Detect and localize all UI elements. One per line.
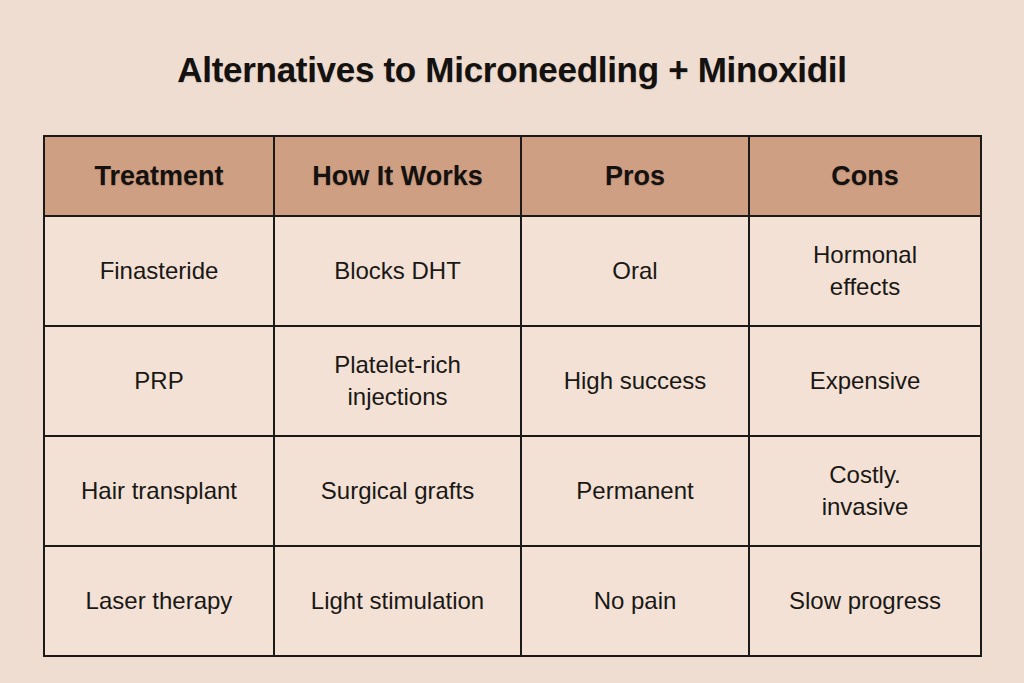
cell-how: Platelet-rich injections [274, 326, 521, 436]
table-row-hair-transplant: Hair transplant Surgical grafts Permanen… [44, 436, 981, 546]
cell-cons: Expensive [749, 326, 981, 436]
cell-cons: Hormonal effects [749, 216, 981, 326]
cell-how: Light stimulation [274, 546, 521, 656]
table-row-laser-therapy: Laser therapy Light stimulation No pain … [44, 546, 981, 656]
table-header-row: Treatment How It Works Pros Cons [44, 136, 981, 216]
cell-cons: Slow progress [749, 546, 981, 656]
header-cell-treatment: Treatment [44, 136, 274, 216]
table-row-finasteride: Finasteride Blocks DHT Oral Hormonal eff… [44, 216, 981, 326]
cell-treatment: Finasteride [44, 216, 274, 326]
table-row-prp: PRP Platelet-rich injections High succes… [44, 326, 981, 436]
cell-how: Blocks DHT [274, 216, 521, 326]
cell-cons: Costly. invasive [749, 436, 981, 546]
cell-treatment: Hair transplant [44, 436, 274, 546]
cell-pros: Oral [521, 216, 749, 326]
header-cell-pros: Pros [521, 136, 749, 216]
alternatives-table: Treatment How It Works Pros Cons Finaste… [43, 135, 982, 657]
cell-pros: Permanent [521, 436, 749, 546]
cell-pros: High success [521, 326, 749, 436]
header-cell-how-it-works: How It Works [274, 136, 521, 216]
page-title: Alternatives to Microneedling + Minoxidi… [0, 50, 1024, 90]
cell-treatment: Laser therapy [44, 546, 274, 656]
cell-treatment: PRP [44, 326, 274, 436]
cell-pros: No pain [521, 546, 749, 656]
header-cell-cons: Cons [749, 136, 981, 216]
cell-how: Surgical grafts [274, 436, 521, 546]
